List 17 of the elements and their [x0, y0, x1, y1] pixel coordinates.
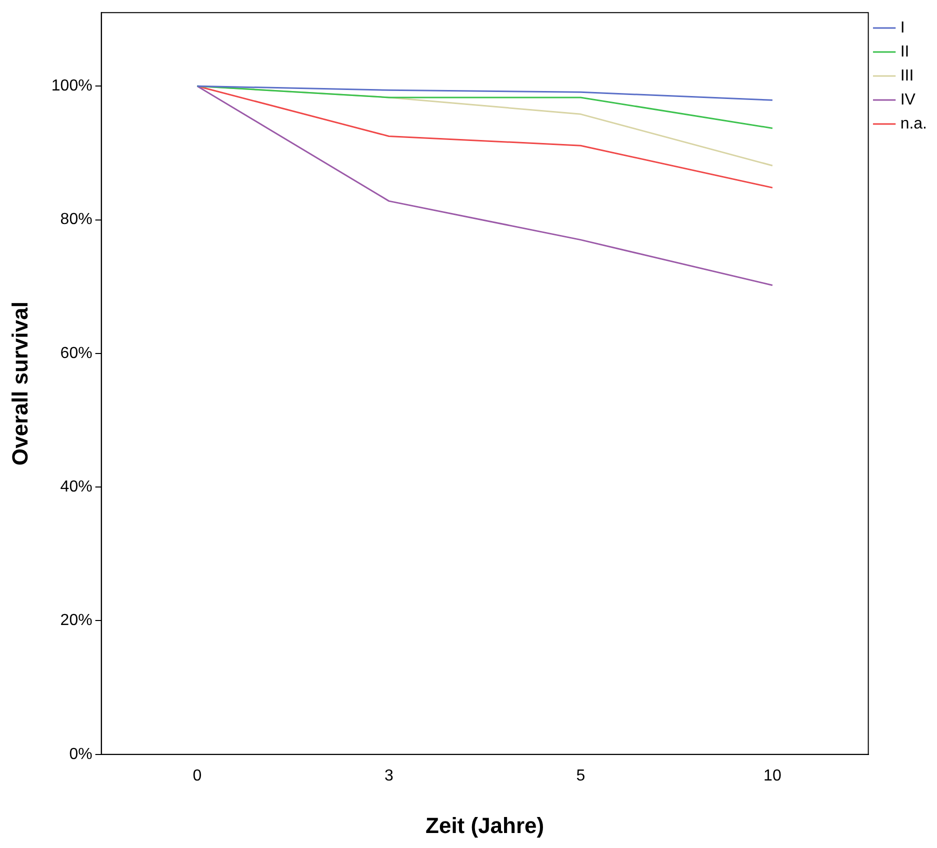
y-tick-label: 40%: [60, 478, 92, 496]
legend-label: II: [900, 43, 910, 60]
legend-label: IV: [900, 91, 916, 108]
y-tick-label: 60%: [60, 344, 92, 362]
legend-label: III: [900, 67, 914, 84]
x-tick-label: 5: [576, 767, 586, 784]
legend-label: I: [900, 19, 905, 36]
x-tick-label: 0: [192, 767, 202, 784]
y-tick-label: 80%: [60, 211, 92, 228]
y-tick-label: 20%: [60, 612, 92, 630]
x-tick-label: 3: [384, 767, 394, 784]
x-tick-label: 10: [764, 767, 782, 784]
y-tick-label: 100%: [51, 78, 92, 95]
x-axis-title: Zeit (Jahre): [426, 812, 544, 838]
legend-label: n.a.: [900, 115, 927, 132]
y-axis-title: Overall survival: [7, 302, 32, 466]
y-tick-label: 0%: [69, 746, 92, 763]
